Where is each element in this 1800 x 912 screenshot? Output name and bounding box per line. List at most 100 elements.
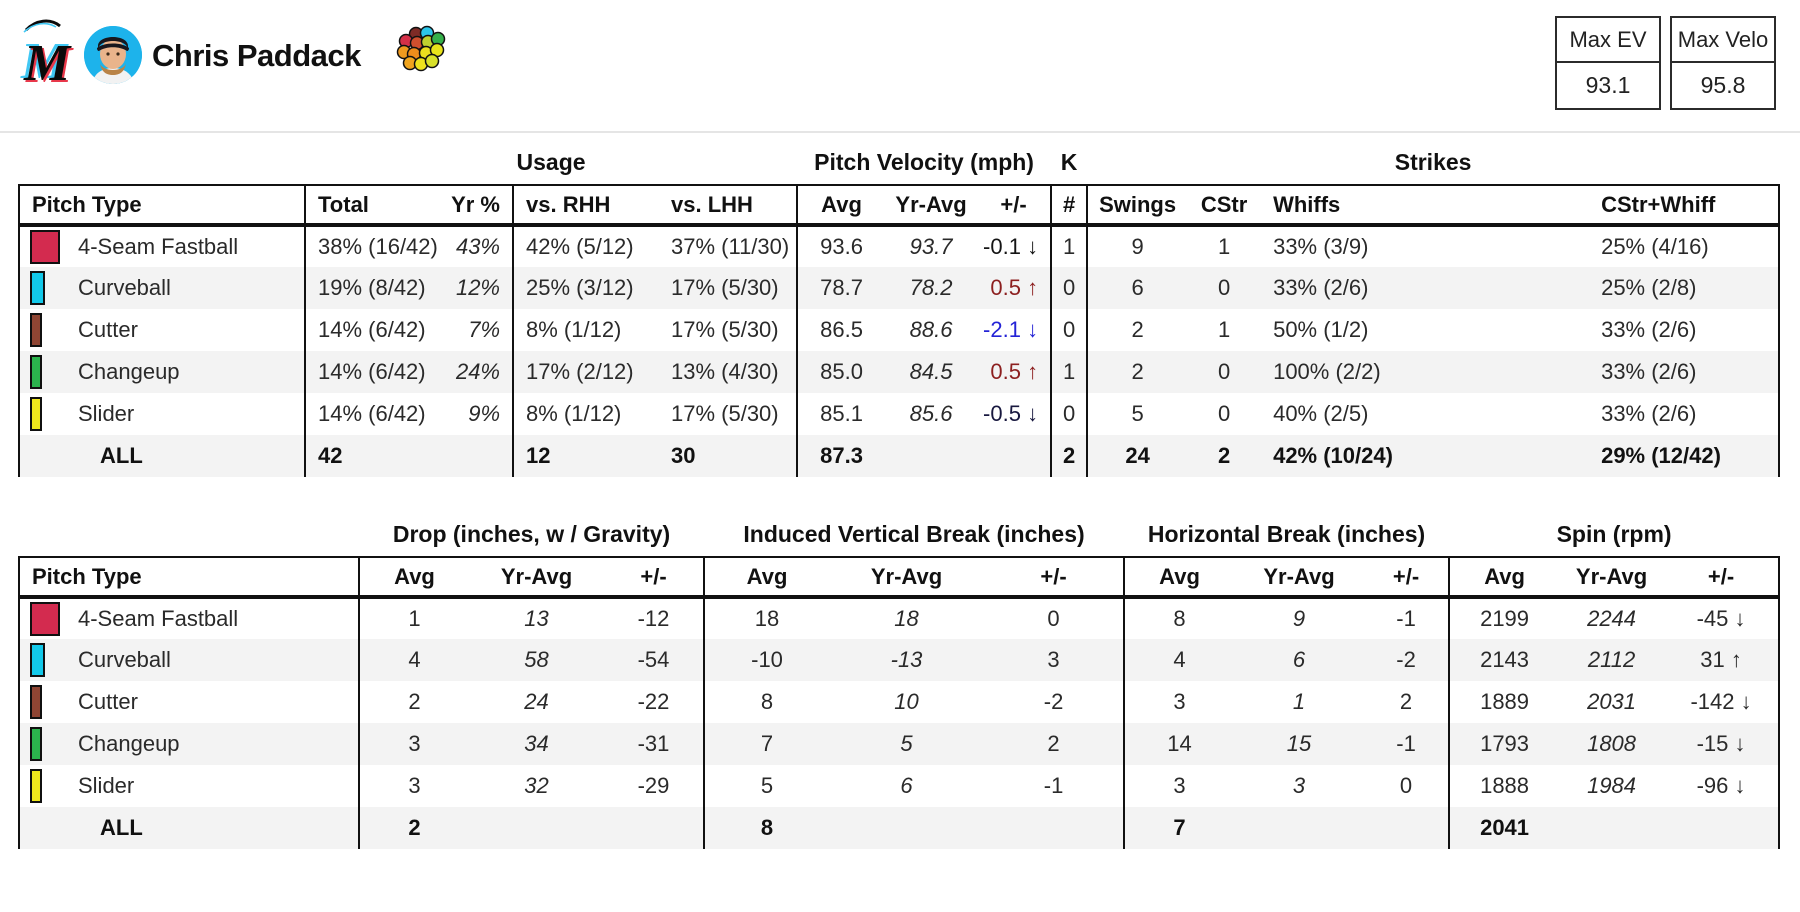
col-cstr-whiff: CStr+Whiff [1589,184,1781,227]
movement-row-slider: Slider 3 32 -29 5 6 -1 3 3 0 1888 1984 -… [18,765,1781,807]
cell-velo-avg: 87.3 [796,435,886,477]
movement-table-section: Drop (inches, w / Gravity) Induced Verti… [18,509,1781,849]
cell-swings: 2 [1086,351,1188,393]
cell-cstr-whiff: 33% (2/6) [1589,309,1781,351]
movement-row-changeup: Changeup 3 34 -31 7 5 2 14 15 -1 1793 18… [18,723,1781,765]
col-k-num: # [1050,184,1088,227]
pitch-name: Changeup [78,359,180,384]
col-spin-pm: +/- [1664,556,1781,599]
col-whiffs: Whiffs [1261,184,1590,227]
col-pitch-type: Pitch Type [18,184,305,227]
pitch-name: Curveball [78,275,171,300]
pitch-color-swatch [30,355,42,389]
cell-vs-rhh: 17% (2/12) [512,351,659,393]
cell-velo-avg: 85.0 [796,351,886,393]
cell-vs-rhh: 8% (1/12) [512,393,659,435]
cell-velo-yr-avg: 78.2 [885,267,978,309]
pitch-name: Slider [78,401,135,426]
cell-whiffs: 100% (2/2) [1261,351,1590,393]
col-drop-avg: Avg [358,556,469,599]
cell-k: 0 [1050,267,1088,309]
pitch-name: Slider [78,773,135,798]
cell-total: 42 [304,435,445,477]
cell-velo-avg: 93.6 [796,225,886,267]
max-velo-value: 95.8 [1700,72,1746,98]
col-pitch-type: Pitch Type [18,556,359,599]
player-name: Chris Paddack [152,38,361,73]
svg-text:M: M [23,35,72,86]
usage-table-section: Usage Pitch Velocity (mph) K Strikes Pit… [18,137,1781,477]
usage-row-4-seam-fastball: 4-Seam Fastball 38% (16/42) 43% 42% (5/1… [18,225,1781,267]
cell-k: 1 [1050,225,1088,267]
usage-row-all: ALL 42 12 30 87.3 2 24 2 42% (10/24) 29%… [18,435,1781,477]
max-ev-value: 93.1 [1585,72,1631,98]
cell-vs-rhh: 42% (5/12) [512,225,659,267]
cell-cstr-whiff: 33% (2/6) [1589,351,1781,393]
cell-velo-pm: 0.5 ↑ [977,267,1052,309]
max-velo-box: Max Velo 95.8 [1670,16,1776,110]
group-label-k: K [1060,149,1078,175]
col-ivb-avg: Avg [703,556,830,599]
cell-velo-pm: -0.5 ↓ [983,401,1039,426]
max-velo-label: Max Velo [1672,18,1774,63]
usage-table: Usage Pitch Velocity (mph) K Strikes Pit… [18,137,1781,477]
cell-swings: 2 [1086,309,1188,351]
cell-vs-lhh: 17% (5/30) [659,267,798,309]
cell-total: 19% (8/42) [304,267,445,309]
movement-row-cutter: Cutter 2 24 -22 8 10 -2 3 1 2 1889 2031 … [18,681,1781,723]
cell-cstr: 1 [1217,234,1231,259]
col-drop-pm: +/- [604,556,705,599]
pitch-mix-svg [396,25,446,72]
pitch-color-swatch [30,230,60,264]
cell-k: 2 [1050,435,1088,477]
cell-yr-pct: 24% [445,351,513,393]
cell-cstr: 2 [1187,435,1262,477]
pitch-name: Curveball [78,647,171,672]
cell-whiffs: 40% (2/5) [1273,401,1369,426]
cell-cstr-whiff: 33% (2/6) [1589,393,1781,435]
cell-velo-avg: 86.5 [796,309,886,351]
movement-row-all: ALL 2 8 7 2041 [18,807,1781,849]
cell-cstr: 0 [1187,267,1262,309]
col-drop-yr-avg: Yr-Avg [469,556,604,599]
cell-cstr-whiff: 29% (12/42) [1589,435,1781,477]
pitch-color-swatch [30,271,45,305]
col-velo-avg: Avg [796,184,886,227]
col-swings: Swings [1086,184,1188,227]
pitch-name: 4-Seam Fastball [78,234,239,259]
cell-cstr: 0 [1217,401,1231,426]
usage-group-header-row: Usage Pitch Velocity (mph) K Strikes [19,137,1779,185]
usage-row-slider: Slider 14% (6/42) 9% 8% (1/12) 17% (5/30… [18,393,1781,435]
group-label-velocity: Pitch Velocity (mph) [814,149,1034,175]
cell-yr-pct: 9% [468,401,500,426]
cell-cstr: 1 [1217,317,1231,342]
cell-yr-pct: 7% [468,317,500,342]
cell-velo-pm: 0.5 ↑ [977,351,1052,393]
player-avatar [84,26,142,84]
group-label-strikes: Strikes [1394,149,1472,175]
group-label-drop: Drop (inches, w / Gravity) [392,521,671,547]
col-ivb-pm: +/- [984,556,1125,599]
group-label-hb: Horizontal Break (inches) [1147,521,1426,547]
col-vs-lhh: vs. LHH [659,184,798,227]
cell-swings: 9 [1086,225,1188,267]
col-total: Total [304,184,445,227]
cell-cstr: 0 [1187,351,1262,393]
cell-vs-rhh: 25% (3/12) [512,267,659,309]
cell-vs-lhh: 37% (11/30) [671,234,790,259]
cell-vs-rhh: 12 [512,435,659,477]
col-spin-yr-avg: Yr-Avg [1559,556,1665,599]
col-hb-pm: +/- [1364,556,1450,599]
pitch-color-swatch [30,643,45,677]
pitch-color-swatch [30,397,42,431]
pitch-color-swatch [30,602,60,636]
group-label-usage: Usage [516,149,586,175]
max-ev-box: Max EV 93.1 [1555,16,1661,110]
pitch-color-swatch [30,769,42,803]
col-velo-yr-avg: Yr-Avg [885,184,978,227]
cell-total: 14% (6/42) [304,351,445,393]
svg-text:M: M [20,33,69,86]
cell-all-label: ALL [18,807,359,849]
cell-whiffs: 33% (3/9) [1273,234,1369,259]
